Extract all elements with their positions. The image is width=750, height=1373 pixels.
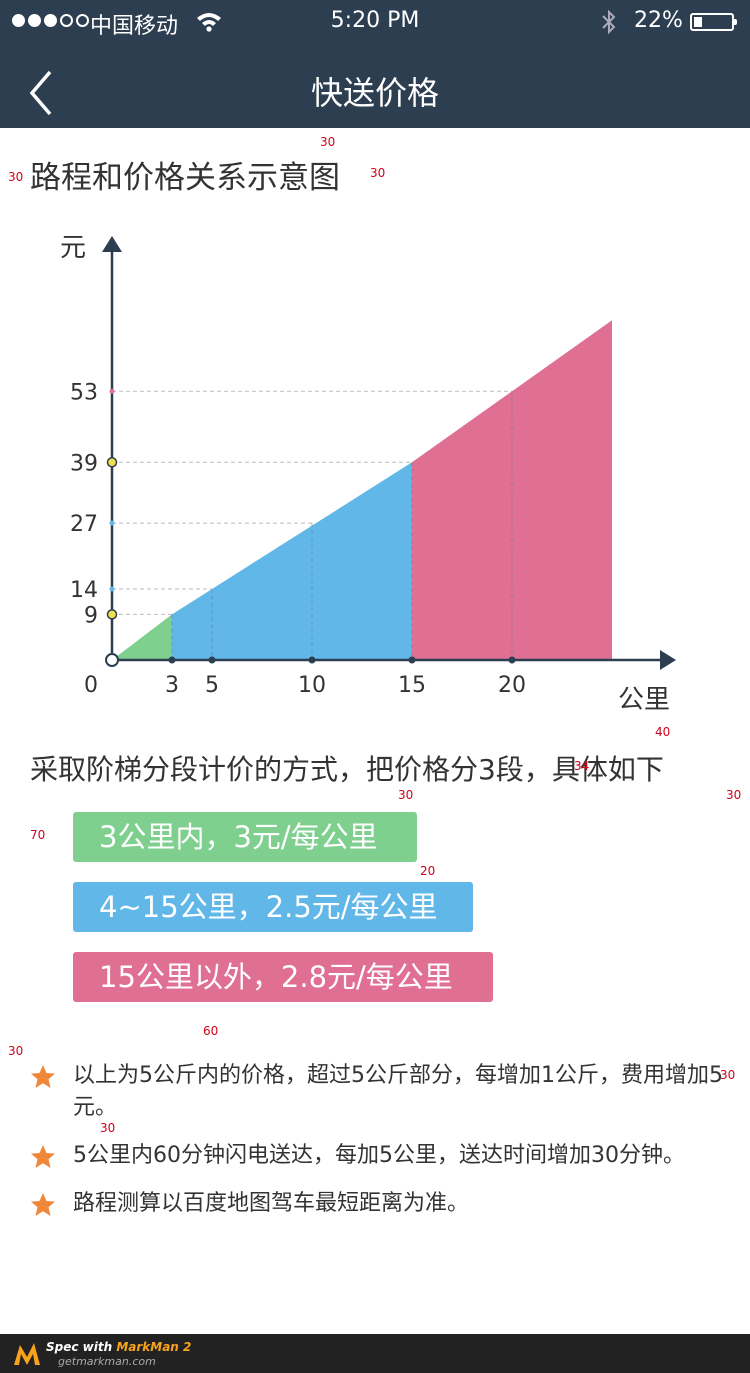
y-tick-marker: [106, 457, 118, 468]
x-tick-label: 10: [298, 673, 326, 698]
signal-dot: [12, 14, 25, 27]
note-text: 以上为5公斤内的价格，超过5公斤部分，每增加1公斤，费用增加5元。: [73, 1063, 723, 1120]
bluetooth-icon: [602, 9, 616, 35]
tier-badge-2: 4~15公里，2.5元/每公里: [73, 882, 473, 932]
note-item: 以上为5公斤内的价格，超过5公斤部分，每增加1公斤，费用增加5元。: [30, 1060, 750, 1130]
x-axis-label: 公里: [618, 685, 670, 715]
signal-dot: [60, 14, 73, 27]
x-tick-label: 0: [84, 673, 98, 698]
navigation-header: 中国移动 5:20 PM 22% 快送价格: [0, 0, 750, 128]
battery-level: [694, 17, 703, 27]
section-title: 路程和价格关系示意图: [30, 160, 340, 196]
note-text: 路程测算以百度地图驾车最短距离为准。: [73, 1191, 470, 1216]
price-distance-chart: 0 3 5 10 15 20 914 27 39 53 元公里: [60, 233, 676, 715]
spec-annotation: 40: [655, 725, 671, 739]
footer-title: Spec with MarkMan 2: [46, 1340, 191, 1354]
wifi-icon: [197, 13, 221, 32]
signal-dot: [28, 14, 41, 27]
spec-annotation: 34: [574, 759, 590, 773]
carrier-name: 中国移动: [90, 14, 179, 39]
spec-annotation: 30: [370, 166, 386, 180]
y-tick-marker: [109, 586, 115, 592]
signal-strength: [12, 14, 89, 27]
star-icon: [31, 1193, 55, 1216]
star-icon: [31, 1065, 55, 1088]
footer-prefix: Spec with: [46, 1340, 117, 1354]
spec-annotation: 30: [8, 1044, 24, 1058]
footer-url: getmarkman.com: [58, 1355, 156, 1368]
y-tick-label: 53: [70, 380, 98, 405]
x-tick-dot: [508, 656, 516, 664]
spec-annotation: 30: [100, 1121, 116, 1135]
signal-dot: [44, 14, 57, 27]
x-tick-dot: [308, 656, 316, 664]
chevron-left-icon[interactable]: [22, 68, 62, 118]
note-text: 5公里内60分钟闪电送达，每加5公里，送达时间增加30分钟。: [73, 1143, 685, 1168]
spec-annotation: 30: [320, 135, 336, 149]
note-item: 5公里内60分钟闪电送达，每加5公里，送达时间增加30分钟。: [30, 1140, 750, 1174]
y-tick-marker: [109, 388, 115, 394]
x-tick-dot: [168, 656, 176, 664]
spec-annotation: 60: [203, 1024, 219, 1038]
spec-annotation: 30: [398, 788, 414, 802]
y-tick-label: 14: [70, 578, 98, 603]
spec-annotation: 70: [30, 828, 46, 842]
tier-badge-1: 3公里内，3元/每公里: [73, 812, 417, 862]
x-tick-label: 15: [398, 673, 426, 698]
y-tick-label: 27: [70, 512, 98, 537]
star-icon: [31, 1145, 55, 1168]
price-segment-area-1: [112, 614, 172, 660]
spec-annotation: 30: [8, 170, 24, 184]
spec-annotation: 30: [726, 788, 742, 802]
status-bar: 中国移动 5:20 PM 22%: [0, 0, 750, 44]
markman-footer: Spec with MarkMan 2 getmarkman.com: [0, 1334, 750, 1373]
markman-logo-icon: [14, 1343, 40, 1365]
y-tick-label: 39: [70, 451, 98, 476]
note-item: 路程测算以百度地图驾车最短距离为准。: [30, 1188, 750, 1222]
x-tick-label: 20: [498, 673, 526, 698]
origin-marker: [105, 653, 119, 667]
x-tick-label: 5: [205, 673, 219, 698]
price-segment-area-2: [172, 462, 412, 660]
y-tick-marker: [109, 520, 115, 526]
x-tick-dot: [208, 656, 216, 664]
spec-annotation: 20: [420, 864, 436, 878]
y-axis-arrow: [102, 236, 122, 252]
battery-percent: 22%: [634, 8, 683, 33]
page-title: 快送价格: [310, 74, 439, 112]
y-tick-marker: [106, 609, 118, 620]
pricing-description: 采取阶梯分段计价的方式，把价格分3段，具体如下: [30, 753, 664, 786]
tier-badge-3: 15公里以外，2.8元/每公里: [73, 952, 493, 1002]
x-axis-arrow: [660, 650, 676, 670]
status-time: 5:20 PM: [330, 8, 420, 33]
x-tick-dot: [408, 656, 416, 664]
y-axis-label: 元: [60, 233, 86, 263]
battery-icon: [690, 13, 737, 31]
x-tick-label: 3: [165, 673, 179, 698]
footer-brand: MarkMan 2: [116, 1340, 192, 1354]
signal-dot: [76, 14, 89, 27]
spec-annotation: 30: [720, 1068, 736, 1082]
y-tick-label: 9: [84, 603, 98, 628]
